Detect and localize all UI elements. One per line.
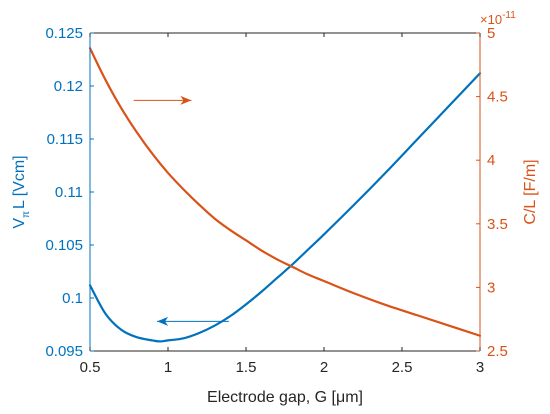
left-tick-label: 0.11 (55, 184, 83, 201)
left-tick-label: 0.105 (45, 237, 83, 254)
right-tick-label: 4 (487, 152, 495, 169)
right-tick-label: 3 (487, 279, 495, 296)
x-tick-label: 2.5 (392, 359, 413, 376)
right-tick-label: 2.5 (487, 343, 508, 360)
left-axis-label: Vπ L [Vcm] (11, 155, 32, 228)
plot-area (90, 33, 480, 351)
x-tick-label: 3 (476, 359, 484, 376)
left-tick-label: 0.125 (45, 25, 83, 42)
left-tick-label: 0.12 (54, 78, 83, 95)
right-tick-label: 3.5 (487, 216, 508, 233)
right-tick-label: 5 (487, 25, 495, 42)
arrow-to-left-axis (157, 316, 229, 326)
x-tick-label: 2 (320, 359, 328, 376)
vpil-series-line (88, 72, 482, 343)
x-tick-label: 1 (164, 359, 172, 376)
arrow-to-right-axis (133, 95, 192, 105)
arrow-head (180, 95, 192, 105)
left-axis-label-main: V (11, 218, 28, 229)
right-axis-label: C/L [F/m] (522, 159, 539, 224)
right-tick-label: 4.5 (487, 89, 508, 106)
left-tick-label: 0.115 (47, 131, 83, 148)
cl-series-line (88, 47, 482, 337)
left-axis-label-sub: π (21, 211, 32, 218)
x-tick-label: 1.5 (236, 359, 257, 376)
arrow-head (157, 316, 169, 326)
right-axis-exponent: ×10-11 (480, 10, 516, 27)
x-axis-label: Electrode gap, G [μm] (207, 389, 363, 406)
left-tick-label: 0.095 (45, 343, 83, 360)
left-tick-label: 0.1 (62, 290, 83, 307)
x-tick-label: 0.5 (80, 359, 101, 376)
left-axis-label-tail: L [Vcm] (11, 155, 28, 209)
